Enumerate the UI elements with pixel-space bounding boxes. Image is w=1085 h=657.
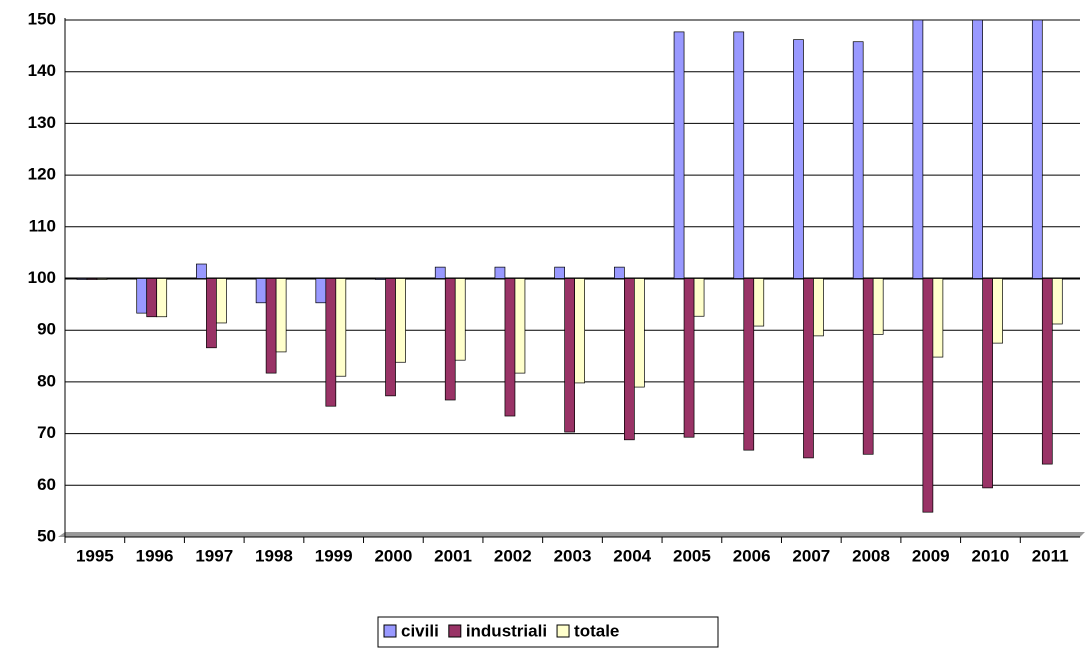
bar — [574, 278, 585, 384]
bar — [852, 41, 864, 279]
x-tick-label: 2009 — [912, 546, 950, 565]
bar — [196, 263, 207, 279]
bar — [454, 278, 466, 361]
bar — [255, 278, 267, 304]
bar — [136, 278, 148, 314]
x-tick-label: 2007 — [792, 546, 830, 565]
x-tick-label: 1995 — [76, 546, 114, 565]
floor — [58, 532, 1085, 537]
y-tick-label: 150 — [28, 9, 56, 28]
bar — [434, 266, 446, 279]
x-tick-label: 1999 — [315, 546, 353, 565]
x-tick-label: 1997 — [195, 546, 233, 565]
bar — [395, 278, 406, 363]
bar — [385, 278, 396, 397]
bar — [504, 278, 516, 417]
bar — [265, 278, 277, 374]
bar — [96, 278, 108, 280]
legend-label: civili — [401, 621, 439, 640]
bar — [216, 278, 227, 324]
bar — [733, 31, 745, 279]
bar — [614, 266, 625, 279]
y-tick-label: 100 — [28, 268, 56, 287]
bar — [753, 278, 765, 327]
bar — [76, 278, 88, 280]
bar — [554, 266, 565, 279]
bar — [624, 278, 635, 441]
y-tick-label: 90 — [37, 320, 56, 339]
bar — [932, 278, 944, 358]
x-tick-label: 2002 — [494, 546, 532, 565]
bar — [375, 278, 386, 280]
bar — [146, 278, 158, 318]
bar — [982, 278, 993, 489]
bar — [514, 278, 526, 374]
bar — [912, 19, 924, 279]
bar — [693, 278, 705, 317]
bar — [683, 278, 695, 438]
bar — [206, 278, 217, 349]
y-tick-label: 120 — [28, 165, 56, 184]
x-tick-label: 1996 — [136, 546, 174, 565]
bar — [743, 278, 755, 451]
x-tick-label: 2004 — [613, 546, 651, 565]
y-tick-label: 130 — [28, 113, 56, 132]
legend-swatch — [448, 624, 462, 638]
x-tick-label: 2000 — [374, 546, 412, 565]
bar — [922, 278, 934, 513]
x-tick-label: 2006 — [733, 546, 771, 565]
legend-label: totale — [574, 621, 619, 640]
x-tick-label: 1998 — [255, 546, 293, 565]
bar — [813, 278, 824, 337]
legend-label: industriali — [466, 621, 547, 640]
y-tick-label: 110 — [29, 216, 56, 235]
bar — [325, 278, 337, 407]
bar — [444, 278, 456, 401]
bar — [1031, 19, 1043, 279]
y-tick-label: 140 — [28, 61, 56, 80]
bar — [793, 39, 804, 279]
bar — [1041, 278, 1053, 465]
x-tick-label: 2011 — [1032, 546, 1069, 565]
bar — [673, 31, 685, 279]
bar — [872, 278, 884, 335]
y-tick-label: 80 — [37, 371, 56, 390]
bar — [315, 278, 327, 304]
bar — [862, 278, 874, 455]
bar — [564, 278, 575, 433]
x-tick-label: 2001 — [434, 546, 472, 565]
x-tick-label: 2010 — [972, 546, 1010, 565]
legend — [377, 616, 719, 648]
y-tick-label: 60 — [37, 475, 56, 494]
bar — [634, 278, 645, 388]
legend-swatch — [556, 624, 570, 638]
bar — [335, 278, 347, 377]
bar — [86, 278, 98, 280]
y-tick-label: 50 — [37, 526, 56, 545]
bar — [992, 278, 1003, 344]
bar — [803, 278, 814, 459]
x-tick-label: 2003 — [554, 546, 592, 565]
bar — [494, 266, 506, 279]
legend-swatch — [383, 624, 397, 638]
bar — [1051, 278, 1063, 325]
x-tick-label: 2008 — [852, 546, 890, 565]
y-tick-label: 70 — [37, 423, 56, 442]
bar — [972, 19, 983, 279]
x-tick-label: 2005 — [673, 546, 711, 565]
bar — [156, 278, 168, 318]
bar — [275, 278, 287, 353]
